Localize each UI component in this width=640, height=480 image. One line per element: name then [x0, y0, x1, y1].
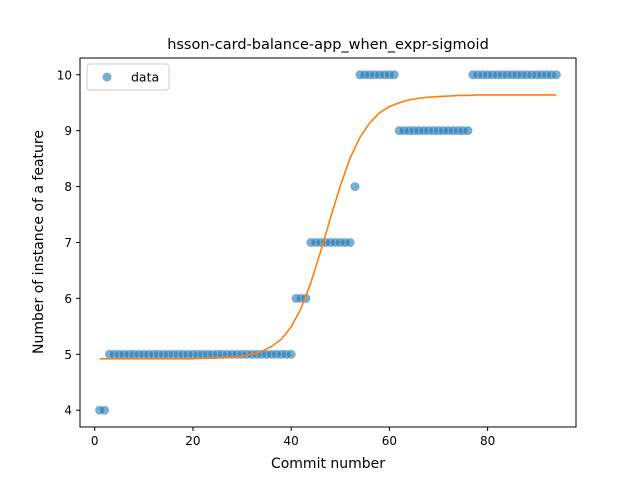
- data-point: [345, 238, 355, 247]
- chart-title: hsson-card-balance-app_when_expr-sigmoid: [167, 37, 489, 53]
- data-point: [286, 349, 296, 359]
- y-tick-label: 7: [64, 236, 72, 250]
- legend-label-data: data: [131, 70, 159, 85]
- data-point: [551, 70, 561, 80]
- x-tick-label: 80: [480, 434, 495, 448]
- y-axis-label: Number of instance of a feature: [31, 130, 47, 354]
- y-tick-label: 5: [64, 348, 72, 362]
- legend-box: [86, 63, 170, 91]
- y-tick-label: 8: [64, 180, 72, 194]
- x-tick-label: 60: [382, 434, 397, 448]
- data-point: [389, 70, 399, 80]
- x-tick-label: 0: [91, 434, 99, 448]
- x-axis: 0 20 40 60 80: [91, 427, 495, 448]
- fit-line: [99, 94, 557, 360]
- y-tick-label: 9: [64, 124, 72, 138]
- x-axis-label: Commit number: [271, 456, 385, 472]
- y-tick-label: 6: [64, 292, 72, 306]
- y-tick-label: 4: [64, 404, 72, 418]
- x-tick-label: 20: [185, 434, 200, 448]
- y-tick-label: 10: [57, 68, 72, 82]
- data-point: [350, 182, 360, 192]
- legend-marker-data: [102, 72, 112, 82]
- plot-area: [95, 70, 561, 415]
- y-axis: 4 5 6 7 8 9 10: [57, 68, 80, 418]
- data-point: [463, 126, 473, 136]
- x-tick-label: 40: [284, 434, 299, 448]
- legend: data: [86, 63, 170, 91]
- data-point: [100, 405, 110, 415]
